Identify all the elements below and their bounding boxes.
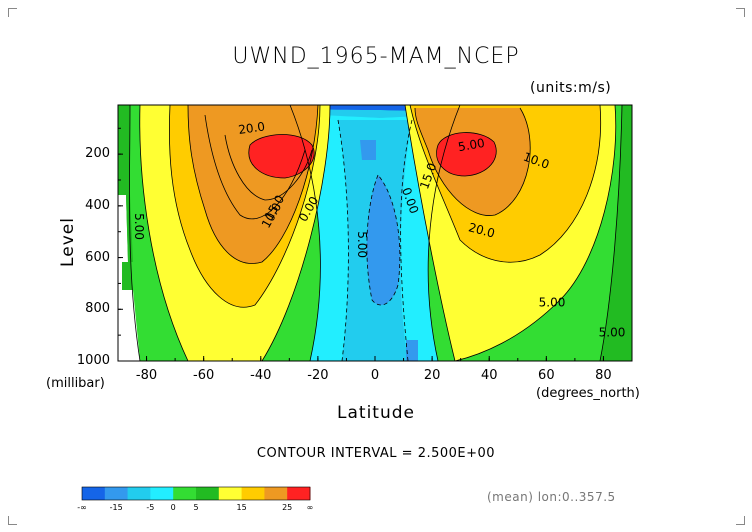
jet-right-red (436, 132, 497, 176)
colorbar-swatch (218, 487, 243, 500)
contour-line (414, 107, 531, 216)
contour-line (436, 132, 497, 177)
colorbar-swatch (150, 487, 174, 500)
contour-label: 5.00 (457, 136, 486, 154)
units-label: (units:m/s) (530, 80, 612, 96)
y-tick-label: 800 (85, 301, 110, 317)
colorbar-swatch (196, 487, 220, 500)
contour-label: 5.00 (539, 296, 566, 310)
colorbar-swatch (287, 487, 311, 500)
colorbar-swatch (241, 487, 265, 500)
contour-line (139, 105, 189, 361)
contour-line (599, 105, 623, 361)
x-tick-label: 60 (538, 368, 555, 383)
contour-line (454, 105, 617, 361)
contour-line (427, 105, 461, 361)
y-tick-label: 400 (85, 197, 110, 213)
x-tick-label: -40 (250, 368, 272, 383)
mean-footer: (mean) lon:0..357.5 (487, 490, 616, 504)
corner-mark (736, 8, 745, 17)
chart-title: UWND_1965-MAM_NCEP (232, 44, 520, 69)
contour-line (261, 105, 331, 361)
colorbar-swatch (82, 487, 106, 500)
colorbar-label: -∞ (77, 503, 87, 512)
contour-line-dashed (400, 119, 413, 361)
x-axis-units: (degrees_north) (536, 386, 640, 401)
y-tick-label: 1000 (76, 353, 110, 368)
colorbar-swatch (127, 487, 151, 500)
band-neg-core (366, 175, 400, 305)
colorbar-label: 15 (236, 503, 247, 512)
band-neg-bottom (406, 340, 418, 361)
band-neg-top (360, 140, 376, 160)
jet-left-red (248, 134, 315, 178)
contour-interval-label: CONTOUR INTERVAL = 2.500E+00 (256, 446, 496, 461)
colorbar-frame (81, 486, 311, 501)
colorbar-label: ∞ (306, 503, 314, 512)
contour-line (224, 134, 313, 201)
y-tick-label: 600 (85, 249, 110, 265)
contour-line (404, 105, 456, 361)
x-tick-label: -60 (193, 368, 215, 383)
contour-label: 20.0 (467, 220, 496, 240)
x-tick-label: 20 (423, 368, 441, 383)
contour-line (129, 105, 141, 361)
corner-mark (736, 516, 745, 525)
corner-mark (8, 516, 17, 525)
contour-line-dashed (366, 174, 401, 306)
contour-label: 5.00 (355, 231, 369, 258)
corner-mark (8, 8, 17, 17)
y-axis-units: (millibar) (46, 376, 105, 391)
contour-label: 5.00 (132, 213, 146, 240)
y-tick-label: 200 (85, 146, 110, 162)
x-tick-label: -20 (307, 368, 329, 383)
colorbar-label: 25 (282, 503, 293, 512)
colorbar (81, 486, 311, 501)
colorbar-swatch (104, 487, 129, 500)
x-tick-label: 40 (480, 368, 498, 383)
x-tick-label: -80 (135, 368, 158, 383)
colorbar-label: 5 (193, 503, 199, 512)
contour-line (289, 105, 321, 361)
contour-line (187, 105, 319, 264)
colorbar-label: -15 (109, 503, 123, 512)
contour-line-dashed (337, 119, 349, 361)
x-tick-label: 80 (595, 368, 612, 383)
colorbar-label: -5 (146, 503, 155, 512)
colorbar-swatch (264, 487, 288, 500)
contour-line (409, 105, 602, 263)
contour-line (169, 105, 321, 308)
x-tick-label: 0 (370, 368, 380, 383)
x-axis-label: Latitude (337, 403, 415, 423)
contour-label: 5.00 (599, 325, 626, 339)
colorbar-swatch (173, 487, 197, 500)
contour-label: 20.0 (237, 119, 265, 137)
colorbar-label: 0 (170, 503, 176, 512)
